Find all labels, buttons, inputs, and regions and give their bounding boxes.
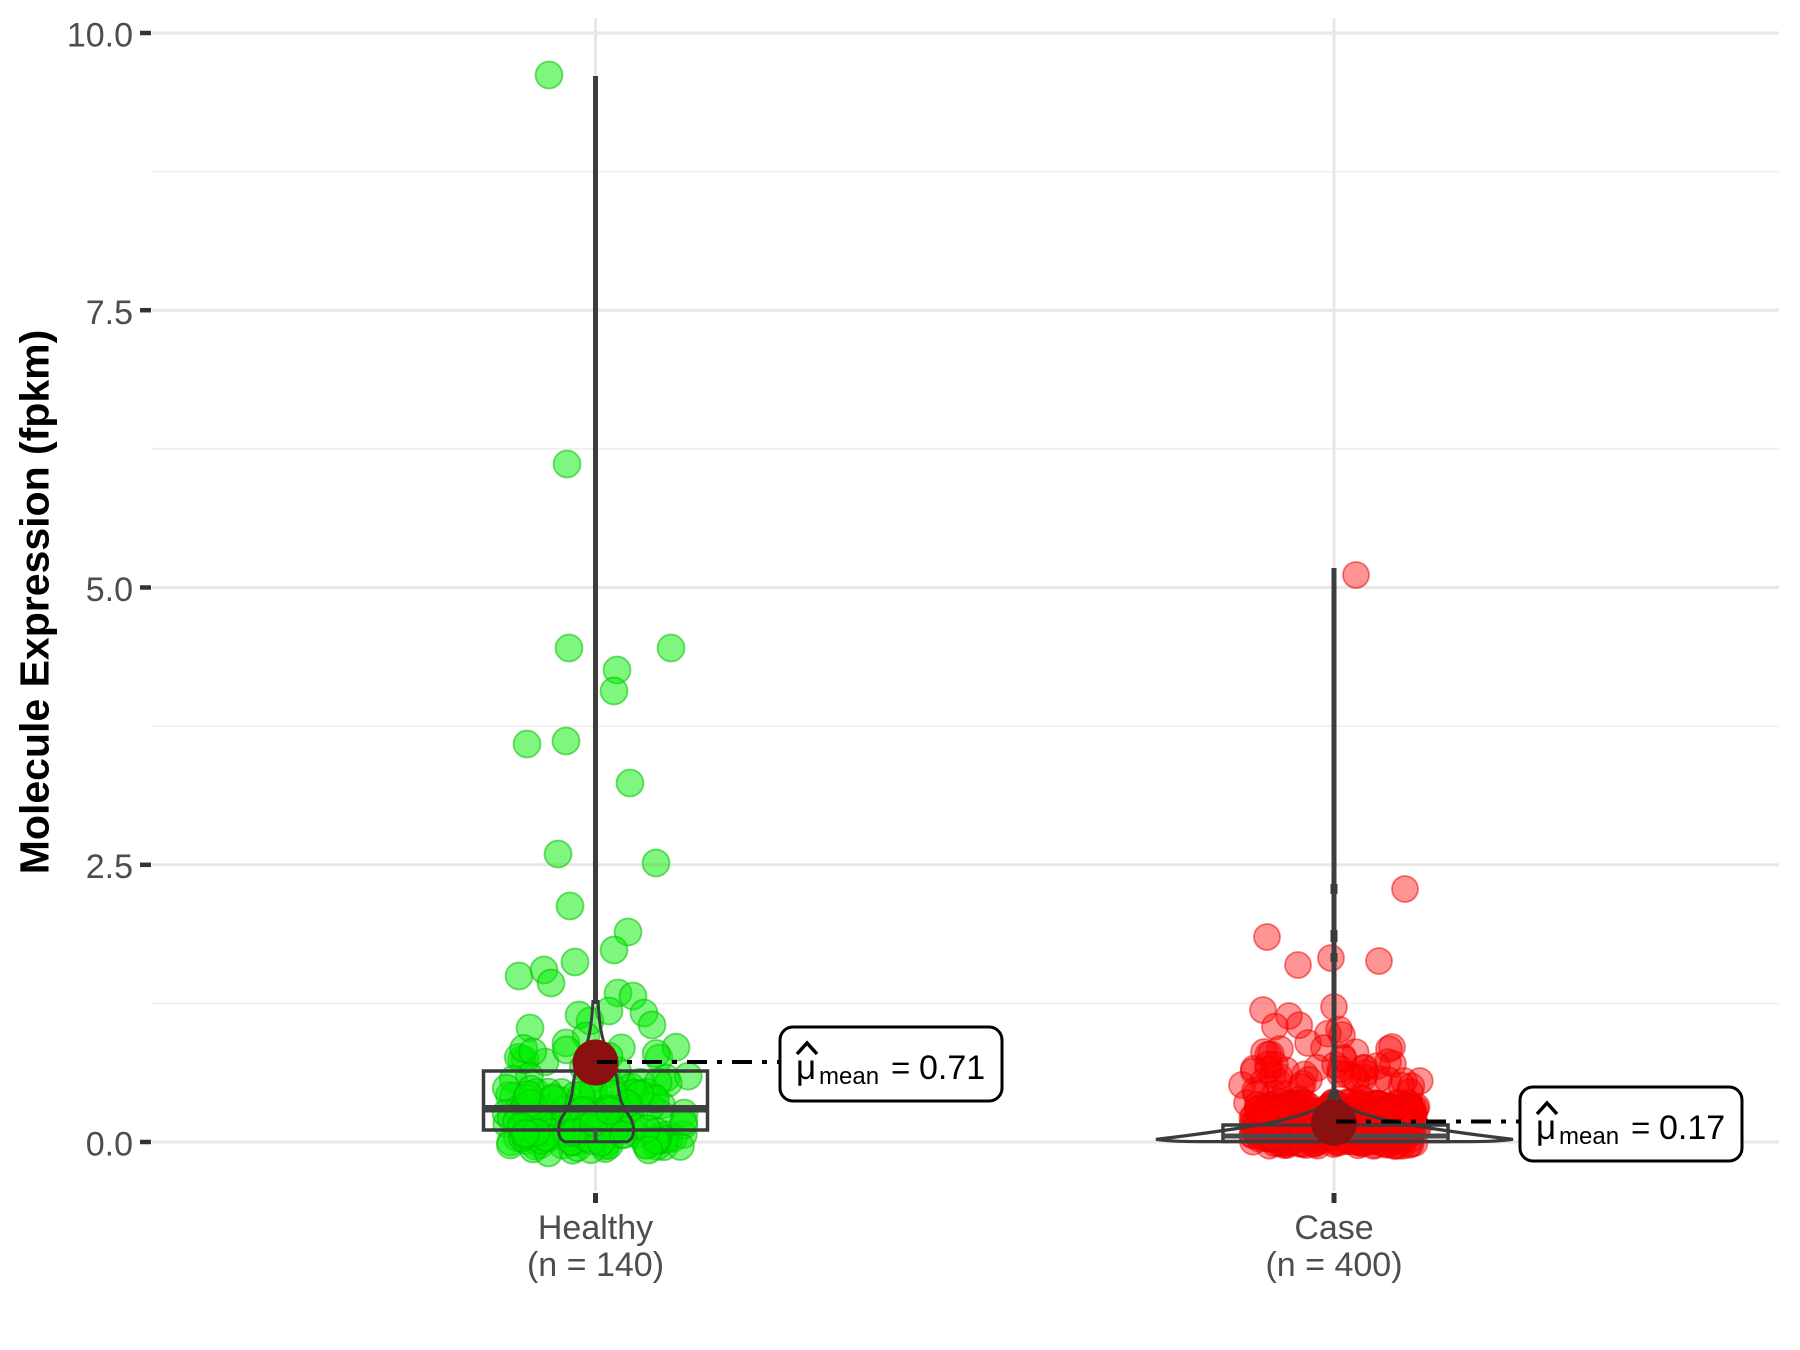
svg-text:7.5: 7.5 — [86, 294, 133, 332]
svg-text:5.0: 5.0 — [86, 571, 133, 609]
svg-text:Healthy: Healthy — [538, 1209, 653, 1247]
svg-text:2.5: 2.5 — [86, 848, 133, 886]
svg-text:0.17: 0.17 — [1659, 1109, 1725, 1147]
svg-text:0.0: 0.0 — [86, 1126, 133, 1164]
svg-text:=: = — [891, 1049, 910, 1086]
svg-text:0.71: 0.71 — [919, 1049, 985, 1087]
svg-text:mean: mean — [819, 1063, 879, 1090]
svg-text:=: = — [1631, 1109, 1650, 1146]
svg-text:(n = 140): (n = 140) — [527, 1246, 664, 1284]
svg-text:mean: mean — [1559, 1123, 1619, 1150]
svg-text:Case: Case — [1294, 1209, 1373, 1247]
svg-text:μ: μ — [796, 1048, 816, 1087]
svg-text:(n = 400): (n = 400) — [1265, 1246, 1402, 1284]
svg-text:Molecule Expression (fpkm): Molecule Expression (fpkm) — [12, 330, 58, 875]
svg-text:μ: μ — [1536, 1108, 1556, 1147]
svg-text:10.0: 10.0 — [67, 17, 133, 55]
